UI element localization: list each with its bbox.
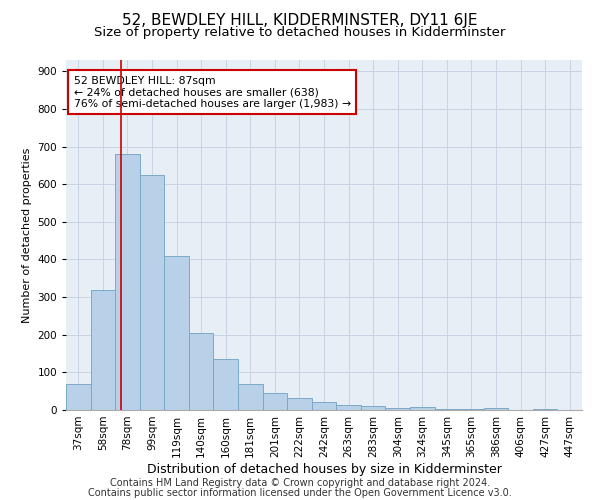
Bar (410, 407, 434, 410)
Text: Contains public sector information licensed under the Open Government Licence v3: Contains public sector information licen… (88, 488, 512, 498)
Bar (91, 290, 115, 410)
Bar (459, 409, 484, 410)
Bar (385, 408, 410, 410)
Bar (533, 409, 557, 410)
Text: Size of property relative to detached houses in Kidderminster: Size of property relative to detached ho… (94, 26, 506, 39)
Text: 52 BEWDLEY HILL: 87sqm
← 24% of detached houses are smaller (638)
76% of semi-de: 52 BEWDLEY HILL: 87sqm ← 24% of detached… (74, 76, 351, 109)
Text: 52, BEWDLEY HILL, KIDDERMINSTER, DY11 6JE: 52, BEWDLEY HILL, KIDDERMINSTER, DY11 6J… (122, 12, 478, 28)
Bar (312, 402, 336, 410)
Bar (434, 409, 459, 410)
Text: Contains HM Land Registry data © Crown copyright and database right 2024.: Contains HM Land Registry data © Crown c… (110, 478, 490, 488)
Y-axis label: Number of detached properties: Number of detached properties (22, 148, 32, 322)
Bar (66, 384, 91, 410)
Bar (140, 175, 164, 410)
Bar (164, 256, 189, 410)
Bar (115, 154, 140, 410)
Bar (361, 406, 385, 410)
X-axis label: Distribution of detached houses by size in Kidderminster: Distribution of detached houses by size … (146, 462, 502, 475)
Bar (484, 408, 508, 410)
Bar (238, 384, 263, 410)
Bar (263, 393, 287, 410)
Bar (189, 333, 214, 410)
Bar (287, 398, 312, 410)
Bar (336, 405, 361, 410)
Bar (214, 359, 238, 410)
